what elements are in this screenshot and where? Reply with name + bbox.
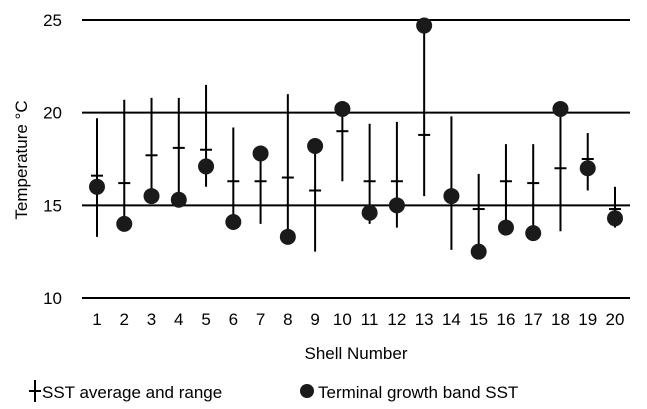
legend: SST average and range Terminal growth ba… — [29, 380, 518, 402]
terminal-dot — [198, 158, 215, 175]
x-tick-label: 2 — [120, 310, 129, 329]
y-tick-label: 10 — [43, 289, 62, 308]
x-tick-label: 6 — [229, 310, 238, 329]
terminal-dot — [388, 197, 405, 214]
terminal-dot — [607, 210, 623, 227]
terminal-dot — [443, 188, 460, 205]
x-tick-label: 8 — [283, 310, 292, 329]
range-bars — [91, 25, 621, 252]
x-tick-label: 10 — [333, 310, 352, 329]
terminal-dot — [497, 219, 514, 236]
x-tick-label: 4 — [174, 310, 183, 329]
x-tick-label: 15 — [469, 310, 488, 329]
x-tick-label: 17 — [524, 310, 543, 329]
terminal-dot — [361, 204, 378, 221]
terminal-dot — [334, 100, 351, 117]
terminal-dot — [579, 160, 596, 177]
x-tick-label: 16 — [496, 310, 515, 329]
y-tick-label: 25 — [43, 11, 62, 30]
x-axis-ticks: 1 2 3 4 5 6 7 8 9 10 11 12 13 14 15 16 17 18 19 20 — [92, 310, 624, 329]
terminal-dot — [525, 225, 542, 242]
x-tick-label: 14 — [442, 310, 461, 329]
legend-dot-label: Terminal growth band SST — [318, 383, 518, 402]
x-axis-label: Shell Number — [305, 344, 408, 363]
terminal-dot — [416, 17, 433, 34]
x-tick-label: 20 — [606, 310, 625, 329]
x-tick-label: 5 — [201, 310, 210, 329]
legend-range-label: SST average and range — [42, 383, 222, 402]
terminal-dots — [89, 17, 623, 260]
x-tick-label: 11 — [361, 310, 379, 329]
terminal-dot — [225, 214, 242, 231]
x-tick-label: 18 — [551, 310, 570, 329]
terminal-dot — [279, 228, 296, 245]
y-axis-label: Temperature °C — [12, 100, 31, 219]
terminal-dot — [89, 178, 105, 195]
x-tick-label: 3 — [147, 310, 156, 329]
terminal-dot — [143, 188, 160, 205]
x-tick-label: 7 — [256, 310, 265, 329]
y-axis-ticks: 10 15 20 25 — [43, 11, 62, 308]
terminal-dot — [116, 215, 133, 232]
gridlines — [82, 19, 630, 299]
terminal-dot — [552, 100, 569, 117]
x-tick-label: 1 — [92, 310, 101, 329]
legend-dot-icon — [300, 384, 314, 398]
terminal-dot — [170, 191, 187, 208]
terminal-dot — [252, 145, 269, 162]
terminal-dot — [470, 243, 487, 260]
y-tick-label: 20 — [43, 104, 62, 123]
x-tick-label: 13 — [415, 310, 434, 329]
x-tick-label: 9 — [310, 310, 319, 329]
terminal-dot — [307, 138, 324, 155]
x-tick-label: 19 — [578, 310, 597, 329]
x-tick-label: 12 — [387, 310, 406, 329]
legend-range-icon — [29, 380, 41, 402]
y-tick-label: 15 — [43, 196, 62, 215]
